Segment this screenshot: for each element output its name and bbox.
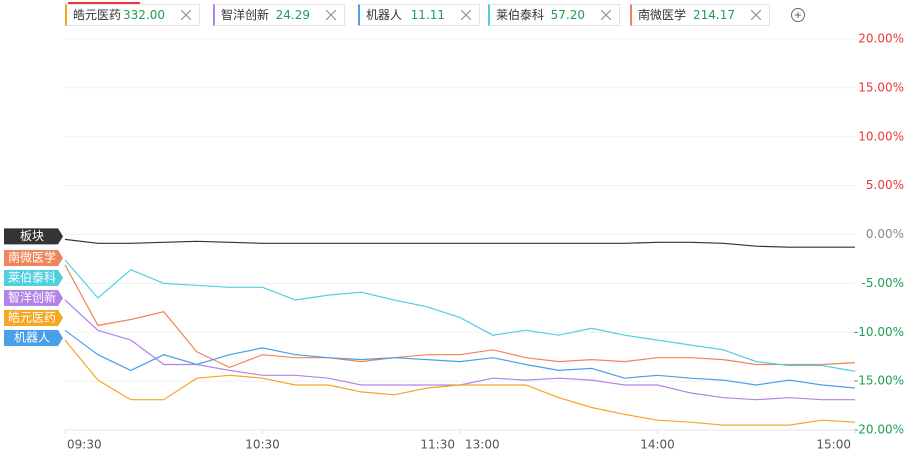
tab-name: 智洋创新 bbox=[221, 8, 270, 22]
series-line bbox=[64, 329, 856, 389]
close-icon[interactable] bbox=[326, 10, 336, 20]
x-tick-label: 14:00 bbox=[640, 438, 675, 452]
close-icon[interactable] bbox=[751, 10, 761, 20]
y-tick-label: -15.00% bbox=[854, 374, 904, 388]
series-line bbox=[64, 264, 856, 369]
y-tick-label: -20.00% bbox=[854, 423, 904, 437]
series-line bbox=[64, 339, 856, 426]
active-indicator bbox=[68, 2, 140, 4]
series-tag: 机器人 bbox=[4, 330, 63, 346]
tab-price: 24.29 bbox=[275, 8, 310, 22]
series-line bbox=[64, 238, 855, 248]
tag-label: 智洋创新 bbox=[8, 290, 56, 305]
x-tick-label: 13:00 bbox=[465, 438, 500, 452]
y-tick-label: 10.00% bbox=[858, 129, 904, 143]
y-tick-label: 0.00% bbox=[866, 227, 904, 241]
stock-tab[interactable]: 机器人 11.11 bbox=[358, 4, 480, 26]
tag-bg bbox=[4, 228, 63, 245]
close-icon[interactable] bbox=[461, 10, 471, 20]
add-button[interactable] bbox=[791, 8, 805, 22]
close-icon[interactable] bbox=[181, 10, 191, 20]
tab-price: 11.11 bbox=[410, 8, 445, 22]
series-tag: 智洋创新 bbox=[4, 290, 63, 306]
x-tick-label: 10:30 bbox=[245, 438, 280, 452]
tag-bg bbox=[4, 270, 63, 286]
tab-bar: 皓元医药 332.00 智洋创新 24.29 机器人 11.11 莱伯泰科 57.20 南微医学… bbox=[0, 0, 911, 30]
stock-tab[interactable]: 莱伯泰科 57.20 bbox=[488, 4, 620, 26]
series-tag: 南微医学 bbox=[4, 250, 63, 266]
tab-name: 皓元医药 bbox=[73, 8, 122, 22]
tab-name: 莱伯泰科 bbox=[496, 8, 545, 22]
y-tick-label: 5.00% bbox=[866, 178, 904, 192]
series-tag: 皓元医药 bbox=[4, 310, 63, 326]
y-tick-label: -10.00% bbox=[854, 325, 904, 339]
tag-label: 莱伯泰科 bbox=[8, 270, 56, 285]
tab-name: 机器人 bbox=[366, 8, 403, 22]
tag-label: 机器人 bbox=[14, 331, 50, 345]
x-tick-label: 09:30 bbox=[67, 438, 102, 452]
series-tag: 莱伯泰科 bbox=[4, 270, 63, 286]
tab-price: 57.20 bbox=[550, 8, 585, 22]
tag-label: 板块 bbox=[20, 229, 44, 243]
y-tick-label: 20.00% bbox=[858, 32, 904, 46]
stock-tab[interactable]: 南微医学 214.17 bbox=[630, 4, 770, 26]
stock-tab[interactable]: 智洋创新 24.29 bbox=[213, 4, 345, 26]
series-tag: 板块 bbox=[4, 228, 63, 245]
tag-bg bbox=[4, 330, 63, 346]
y-tick-label: 15.00% bbox=[858, 80, 904, 94]
tab-price: 332.00 bbox=[123, 8, 165, 22]
tag-bg bbox=[4, 310, 63, 326]
x-tick-label: 15:00 bbox=[816, 438, 851, 452]
tag-bg bbox=[4, 250, 63, 266]
series-line bbox=[64, 259, 856, 372]
tab-price: 214.17 bbox=[693, 8, 735, 22]
stock-tab[interactable]: 皓元医药 332.00 bbox=[65, 4, 200, 26]
x-tick-label: 11:30 bbox=[420, 438, 455, 452]
tag-label: 皓元医药 bbox=[8, 311, 56, 325]
tag-bg bbox=[4, 290, 63, 306]
tab-name: 南微医学 bbox=[638, 8, 687, 22]
close-icon[interactable] bbox=[601, 10, 611, 20]
tag-label: 南微医学 bbox=[8, 250, 56, 265]
y-tick-label: -5.00% bbox=[862, 276, 904, 290]
